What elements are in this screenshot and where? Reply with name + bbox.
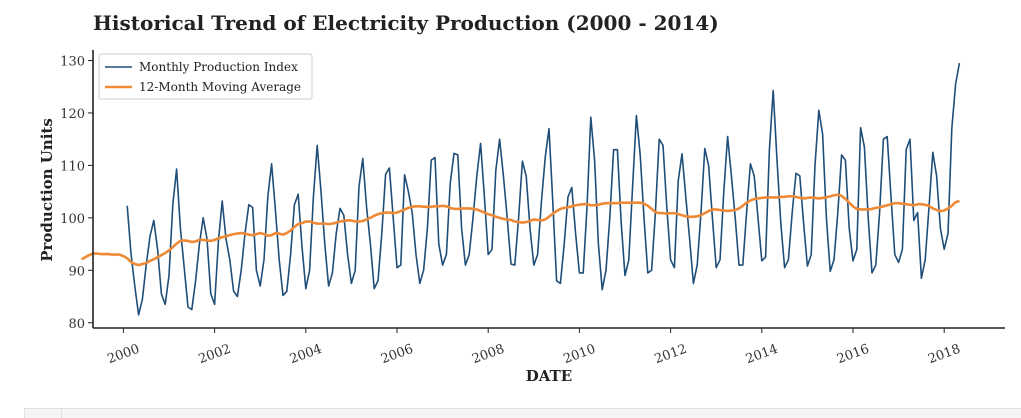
y-tick-label: 120 [60, 107, 85, 122]
legend-label-monthly: Monthly Production Index [139, 60, 298, 74]
next-cell-strip [24, 408, 1021, 418]
x-tick-label: 2000 [105, 342, 141, 367]
x-tick-label: 2004 [288, 342, 324, 367]
plot-area [80, 62, 961, 316]
x-tick-label: 2014 [744, 342, 780, 367]
y-axis-label: Production Units [38, 118, 56, 262]
y-tick-label: 110 [60, 159, 85, 174]
next-cell-divider [61, 409, 62, 418]
x-axis-ticks: 2000 2002 2004 2006 2008 2010 2012 2014 2016 2018 [105, 328, 962, 367]
x-tick-label: 2012 [653, 342, 689, 367]
x-tick-label: 2006 [379, 342, 415, 367]
series-line-monthly-production [126, 62, 961, 316]
y-tick-label: 100 [60, 212, 85, 227]
x-tick-label: 2016 [835, 342, 871, 367]
x-tick-label: 2010 [561, 342, 597, 367]
chart-title: Historical Trend of Electricity Producti… [93, 11, 719, 35]
y-tick-label: 90 [68, 264, 85, 279]
legend-box [98, 53, 313, 100]
x-tick-label: 2018 [926, 342, 962, 367]
x-axis-label: DATE [526, 367, 572, 385]
x-tick-label: 2002 [197, 342, 233, 367]
series-line-moving-average [80, 193, 960, 267]
y-tick-label: 130 [60, 54, 85, 69]
legend-label-moving-average: 12-Month Moving Average [139, 80, 301, 94]
y-tick-label: 80 [68, 317, 85, 332]
y-axis-ticks: 80 90 100 110 120 130 [60, 54, 93, 332]
legend: Monthly Production Index 12-Month Moving… [98, 53, 313, 100]
x-tick-label: 2008 [470, 342, 506, 367]
